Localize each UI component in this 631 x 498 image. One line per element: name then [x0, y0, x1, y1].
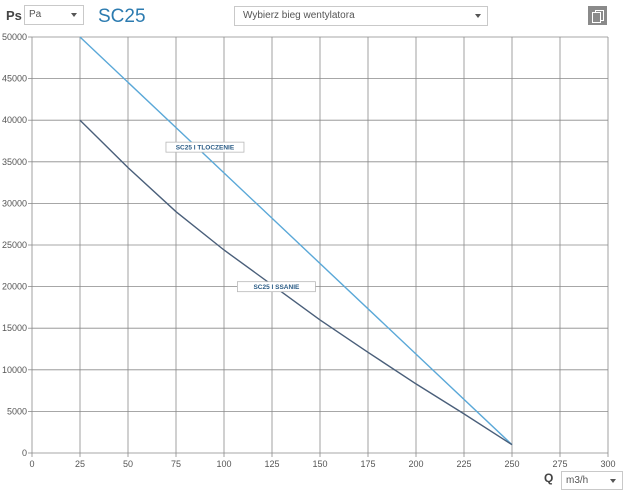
y-tick-label: 45000	[2, 74, 27, 84]
chart-series-labels: SC25 I TLOCZENIE SC25 I SSANIE	[165, 141, 316, 293]
y-tick-label: 40000	[2, 115, 27, 125]
x-tick-label: 100	[216, 459, 231, 469]
chart-ticks: 0 25 50 75 100 125 150 175 200 225 250 275 300 0 5000 1…	[2, 32, 616, 469]
copy-button[interactable]	[588, 6, 607, 25]
fan-speed-select[interactable]: Wybierz bieg wentylatora	[234, 6, 488, 26]
chart-series	[79, 36, 513, 446]
series-label: SC25 I TLOCZENIE	[176, 145, 235, 152]
x-tick-label: 175	[360, 459, 375, 469]
x-tick-label: 0	[29, 459, 34, 469]
x-tick-label: 125	[264, 459, 279, 469]
series-label-box	[165, 141, 245, 153]
flow-unit-value: m3/h	[566, 475, 589, 486]
flow-unit-select[interactable]: m3/h	[561, 471, 623, 490]
x-tick-label: 50	[123, 459, 133, 469]
y-tick-label: 0	[22, 448, 27, 458]
y-tick-label: 50000	[2, 32, 27, 42]
x-axis-symbol: Q	[544, 471, 554, 485]
chart-grid	[28, 36, 609, 457]
series-line	[79, 36, 513, 446]
series-line	[79, 119, 513, 446]
x-tick-label: 25	[75, 459, 85, 469]
pressure-unit-select[interactable]: Pa	[24, 5, 84, 25]
fan-speed-placeholder: Wybierz bieg wentylatora	[243, 10, 355, 21]
x-tick-label: 275	[552, 459, 567, 469]
series-label: SC25 I SSANIE	[253, 284, 300, 291]
series-label-box	[236, 281, 316, 293]
x-tick-label: 200	[408, 459, 423, 469]
x-tick-label: 150	[312, 459, 327, 469]
x-tick-label: 75	[171, 459, 181, 469]
page-title: SC25	[98, 6, 146, 27]
x-tick-label: 250	[504, 459, 519, 469]
y-tick-label: 10000	[2, 365, 27, 375]
y-tick-label: 5000	[7, 406, 27, 416]
chevron-down-icon	[610, 479, 616, 483]
chevron-down-icon	[71, 13, 77, 17]
y-tick-label: 30000	[2, 198, 27, 208]
y-tick-label: 25000	[2, 240, 27, 250]
y-tick-label: 15000	[2, 323, 27, 333]
pressure-unit-value: Pa	[29, 9, 42, 20]
y-tick-label: 20000	[2, 282, 27, 292]
y-tick-label: 35000	[2, 157, 27, 167]
x-tick-label: 225	[456, 459, 471, 469]
x-tick-label: 300	[600, 459, 615, 469]
copy-icon-front	[592, 12, 601, 23]
chevron-down-icon	[475, 14, 481, 18]
y-axis-symbol: Ps	[6, 8, 22, 23]
